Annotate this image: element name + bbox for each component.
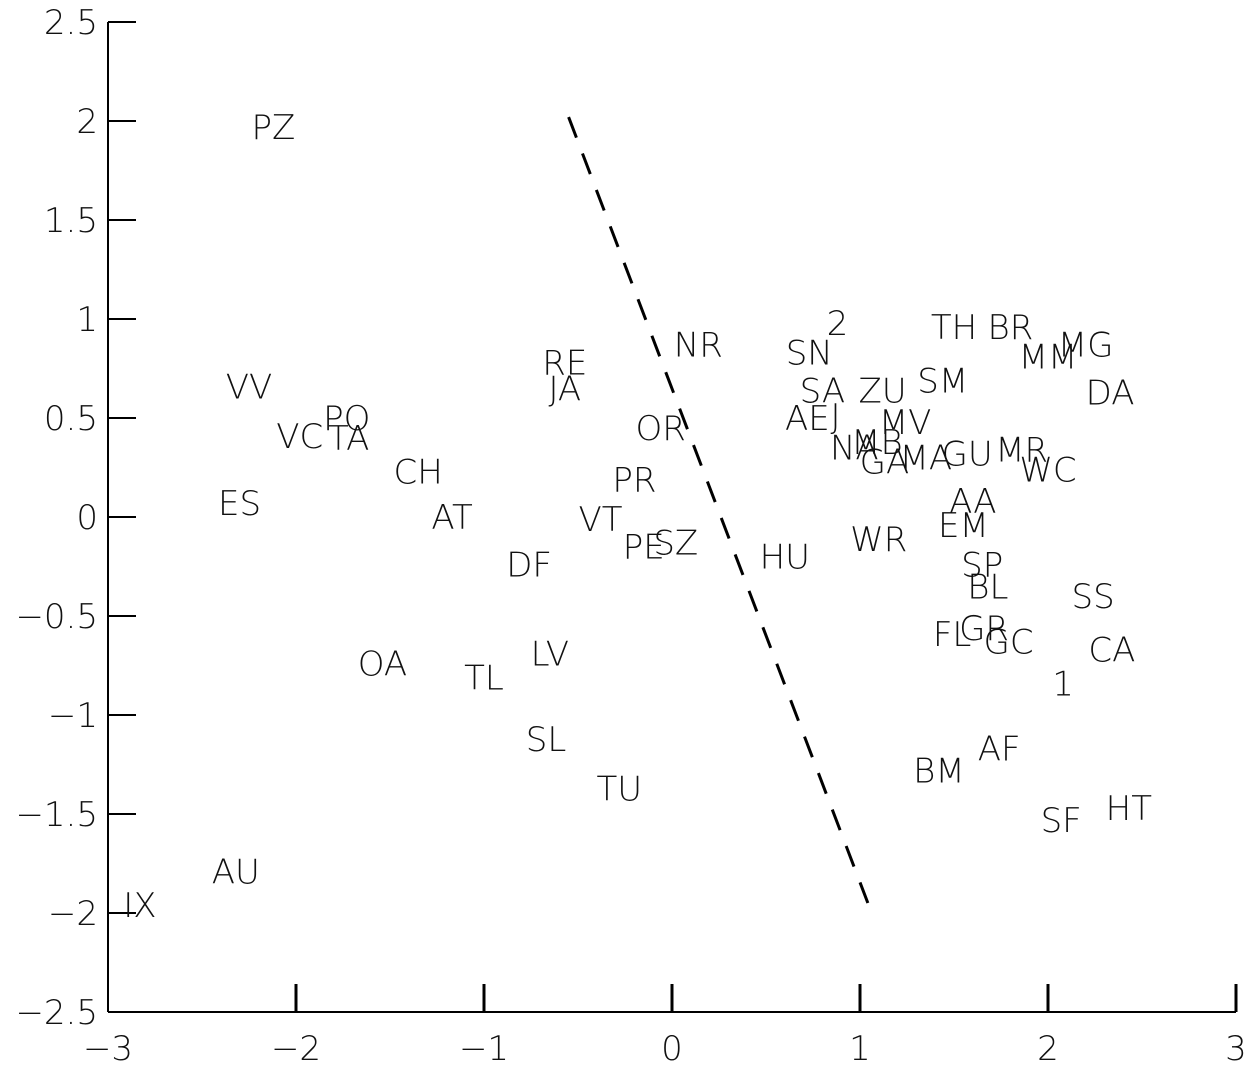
point-label-re: RE <box>542 344 587 384</box>
axes: 2.5 2 1.5 1 0.5 0 −0.5 −1 −1.5 −2 −2.5−3 −2 −1 0 1 2 3 <box>15 3 1246 1069</box>
point-label-vv: VV <box>226 367 273 407</box>
point-label-or: OR <box>636 409 686 449</box>
y-tick-label: −2 <box>48 894 98 934</box>
point-label-pz: PZ <box>252 108 296 148</box>
point-label-po: PO <box>323 399 370 439</box>
point-label-na: NA <box>830 429 879 469</box>
point-label-tu: TU <box>597 769 643 809</box>
point-label-sp: SP <box>961 546 1003 586</box>
point-label-tl: TL <box>464 658 504 698</box>
point-label-vc: VC <box>276 417 323 457</box>
point-label-ja: JA <box>548 369 581 409</box>
point-label-gr: GR <box>959 609 1009 649</box>
point-label-vt: VT <box>579 500 623 540</box>
point-label-sz: SZ <box>653 524 698 564</box>
divider-line <box>567 116 871 908</box>
y-tick-label: 2.5 <box>44 3 98 43</box>
y-tick-label: 1 <box>76 300 98 340</box>
point-label-mv: MV <box>879 403 932 443</box>
point-label-mg: MG <box>1058 326 1114 366</box>
point-label-2: 2 <box>827 304 849 344</box>
point-label-at: AT <box>431 498 473 538</box>
point-label-wr: WR <box>850 520 907 560</box>
point-label-ta: TA <box>328 419 369 459</box>
point-label-es: ES <box>218 484 261 524</box>
point-label-fl: FL <box>933 615 972 655</box>
y-tick-label: 0.5 <box>44 399 98 439</box>
point-label-th: TH <box>931 308 977 348</box>
point-label-1: 1 <box>1052 664 1074 704</box>
x-tick-label: −2 <box>271 1029 321 1069</box>
point-label-df: DF <box>506 546 552 586</box>
point-label-wc: WC <box>1019 450 1076 490</box>
point-label-af: AF <box>978 730 1021 770</box>
y-tick-label: 2 <box>76 102 98 142</box>
point-label-pr: PR <box>612 460 656 500</box>
point-label-lv: LV <box>531 635 569 675</box>
point-label-hu: HU <box>760 538 810 578</box>
point-label-ht: HT <box>1106 789 1153 829</box>
point-label-mr: MR <box>995 431 1048 471</box>
point-label-pe: PE <box>623 528 665 568</box>
dashed-divider <box>567 116 871 908</box>
y-tick-label: −1 <box>48 696 98 736</box>
x-tick-label: 3 <box>1225 1029 1247 1069</box>
point-label-j: J <box>831 397 841 437</box>
point-label-nr: NR <box>674 326 723 366</box>
point-label-br: BR <box>987 308 1033 348</box>
y-tick-label: −1.5 <box>15 795 98 835</box>
point-label-bl: BL <box>967 567 1008 607</box>
point-label-ix: IX <box>123 886 156 926</box>
point-label-sf: SF <box>1041 801 1082 841</box>
y-tick-label: 1.5 <box>44 201 98 241</box>
point-label-au: AU <box>212 852 260 892</box>
point-label-ca: CA <box>1088 631 1135 671</box>
x-tick-label: 1 <box>849 1029 871 1069</box>
point-label-sm: SM <box>917 361 968 401</box>
point-label-ch: CH <box>394 452 443 492</box>
point-label-ga: GA <box>860 443 910 483</box>
y-tick-label: −0.5 <box>15 597 98 637</box>
point-label-ss: SS <box>1072 577 1115 617</box>
point-label-gu: GU <box>942 435 993 475</box>
point-label-sl: SL <box>526 720 567 760</box>
y-tick-label: −2.5 <box>15 993 98 1033</box>
x-tick-label: −3 <box>83 1029 133 1069</box>
point-label-aa: AA <box>949 482 996 522</box>
point-label-ae: AE <box>785 399 830 439</box>
point-label-bm: BM <box>913 751 965 791</box>
point-label-sa: SA <box>800 371 845 411</box>
point-label-oa: OA <box>358 645 407 685</box>
point-label-da: DA <box>1086 373 1135 413</box>
point-label-mb: MB <box>851 423 903 463</box>
point-label-ma: MA <box>900 439 953 479</box>
point-label-gc: GC <box>983 623 1033 663</box>
point-label-zu: ZU <box>858 371 906 411</box>
y-tick-label: 0 <box>76 498 98 538</box>
x-tick-label: −1 <box>459 1029 509 1069</box>
point-label-sn: SN <box>786 334 833 374</box>
point-label-em: EM <box>938 506 989 546</box>
point-label-mm: MM <box>1019 338 1078 378</box>
x-tick-label: 2 <box>1037 1029 1059 1069</box>
x-tick-label: 0 <box>661 1029 683 1069</box>
